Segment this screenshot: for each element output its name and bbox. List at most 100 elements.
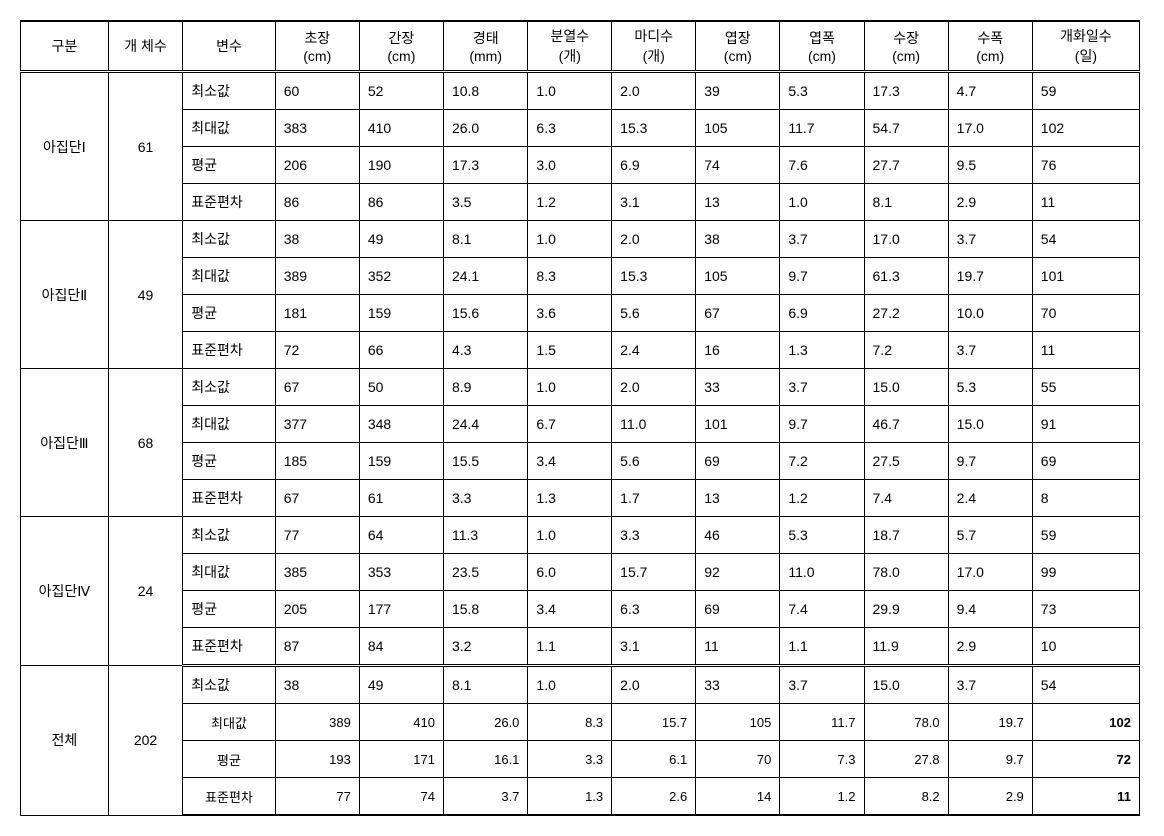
header-sujang: 수장(cm) <box>864 21 948 72</box>
data-cell: 5.3 <box>780 72 864 110</box>
data-cell: 9.5 <box>948 147 1032 184</box>
variable-label: 최대값 <box>183 704 275 741</box>
data-cell: 77 <box>275 778 359 816</box>
data-cell: 11 <box>1032 184 1139 221</box>
group-count: 61 <box>108 72 183 221</box>
data-cell: 74 <box>696 147 780 184</box>
data-cell: 3.6 <box>528 295 612 332</box>
data-cell: 1.0 <box>528 72 612 110</box>
data-cell: 38 <box>275 221 359 258</box>
variable-label: 최소값 <box>183 369 275 406</box>
data-cell: 101 <box>1032 258 1139 295</box>
variable-label: 최대값 <box>183 258 275 295</box>
data-cell: 8.2 <box>864 778 948 816</box>
data-cell: 10.8 <box>443 72 527 110</box>
data-cell: 348 <box>359 406 443 443</box>
data-cell: 410 <box>359 704 443 741</box>
data-cell: 87 <box>275 628 359 666</box>
data-cell: 171 <box>359 741 443 778</box>
data-cell: 2.0 <box>612 221 696 258</box>
data-cell: 54.7 <box>864 110 948 147</box>
variable-label: 표준편차 <box>183 184 275 221</box>
header-count: 개 체수 <box>108 21 183 72</box>
data-cell: 193 <box>275 741 359 778</box>
data-cell: 59 <box>1032 72 1139 110</box>
table-row: 최대값37734824.46.711.01019.746.715.091 <box>21 406 1140 443</box>
group-name: 전체 <box>21 666 109 816</box>
data-cell: 19.7 <box>948 258 1032 295</box>
data-cell: 60 <box>275 72 359 110</box>
data-cell: 7.3 <box>780 741 864 778</box>
data-cell: 6.7 <box>528 406 612 443</box>
variable-label: 표준편차 <box>183 778 275 816</box>
header-chojang: 초장(cm) <box>275 21 359 72</box>
data-cell: 99 <box>1032 554 1139 591</box>
data-cell: 3.7 <box>948 221 1032 258</box>
data-cell: 205 <box>275 591 359 628</box>
data-cell: 15.0 <box>948 406 1032 443</box>
data-cell: 389 <box>275 258 359 295</box>
data-cell: 15.3 <box>612 258 696 295</box>
table-row: 아집단Ⅰ61최소값605210.81.02.0395.317.34.759 <box>21 72 1140 110</box>
data-cell: 17.0 <box>864 221 948 258</box>
data-cell: 7.4 <box>864 480 948 517</box>
data-cell: 4.7 <box>948 72 1032 110</box>
data-cell: 1.7 <box>612 480 696 517</box>
data-cell: 70 <box>696 741 780 778</box>
data-cell: 24.1 <box>443 258 527 295</box>
data-cell: 19.7 <box>948 704 1032 741</box>
data-cell: 73 <box>1032 591 1139 628</box>
group-count: 202 <box>108 666 183 816</box>
variable-label: 최소값 <box>183 666 275 704</box>
data-cell: 74 <box>359 778 443 816</box>
data-cell: 78.0 <box>864 554 948 591</box>
data-cell: 64 <box>359 517 443 554</box>
header-gubun: 구분 <box>21 21 109 72</box>
data-cell: 27.8 <box>864 741 948 778</box>
table-row: 표준편차72664.31.52.4161.37.23.711 <box>21 332 1140 369</box>
data-cell: 27.7 <box>864 147 948 184</box>
data-cell: 15.0 <box>864 369 948 406</box>
header-supok: 수폭(cm) <box>948 21 1032 72</box>
data-cell: 3.2 <box>443 628 527 666</box>
data-cell: 2.4 <box>948 480 1032 517</box>
data-cell: 3.1 <box>612 184 696 221</box>
data-cell: 11 <box>1032 778 1139 816</box>
group-name: 아집단Ⅲ <box>21 369 109 517</box>
table-row: 아집단Ⅲ68최소값67508.91.02.0333.715.05.355 <box>21 369 1140 406</box>
data-cell: 3.4 <box>528 443 612 480</box>
data-cell: 15.5 <box>443 443 527 480</box>
data-cell: 6.0 <box>528 554 612 591</box>
data-cell: 24.4 <box>443 406 527 443</box>
variable-label: 표준편차 <box>183 332 275 369</box>
data-cell: 9.7 <box>780 406 864 443</box>
data-cell: 15.8 <box>443 591 527 628</box>
data-cell: 18.7 <box>864 517 948 554</box>
data-cell: 3.3 <box>443 480 527 517</box>
data-cell: 1.0 <box>528 369 612 406</box>
data-cell: 69 <box>1032 443 1139 480</box>
data-cell: 46 <box>696 517 780 554</box>
data-cell: 3.7 <box>780 221 864 258</box>
data-cell: 61 <box>359 480 443 517</box>
data-cell: 101 <box>696 406 780 443</box>
data-cell: 70 <box>1032 295 1139 332</box>
group-count: 68 <box>108 369 183 517</box>
header-gyeongtae: 경태(mm) <box>443 21 527 72</box>
data-cell: 77 <box>275 517 359 554</box>
data-cell: 185 <box>275 443 359 480</box>
variable-label: 평균 <box>183 295 275 332</box>
table-row: 표준편차86863.51.23.1131.08.12.911 <box>21 184 1140 221</box>
data-cell: 13 <box>696 184 780 221</box>
data-cell: 8 <box>1032 480 1139 517</box>
data-cell: 11 <box>1032 332 1139 369</box>
data-cell: 15.7 <box>612 704 696 741</box>
data-cell: 23.5 <box>443 554 527 591</box>
data-cell: 38 <box>275 666 359 704</box>
data-cell: 190 <box>359 147 443 184</box>
group-count: 49 <box>108 221 183 369</box>
data-cell: 15.3 <box>612 110 696 147</box>
data-cell: 4.3 <box>443 332 527 369</box>
data-cell: 1.1 <box>780 628 864 666</box>
data-cell: 17.3 <box>864 72 948 110</box>
